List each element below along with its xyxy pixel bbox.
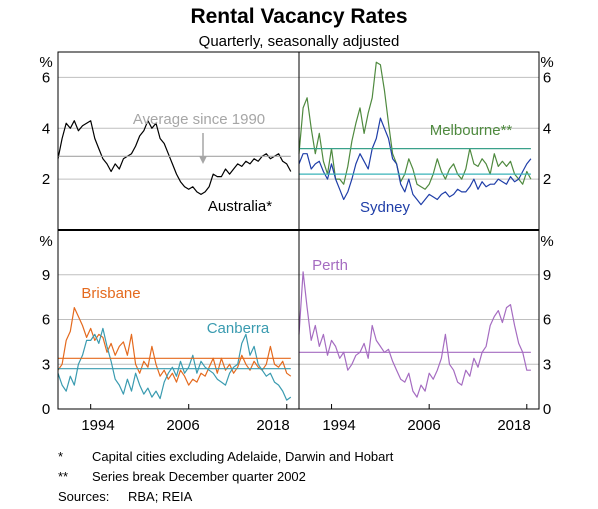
chart-subtitle: Quarterly, seasonally adjusted <box>199 33 400 50</box>
canberra-label: Canberra <box>207 320 270 337</box>
y-tick-label: 3 <box>42 356 50 373</box>
x-tick-label: 2006 <box>166 417 199 434</box>
y-tick-label: 0 <box>42 401 50 418</box>
footnote-symbol: * <box>58 449 64 464</box>
sources: Sources: RBA; REIA <box>58 487 393 507</box>
average-label: Average since 1990 <box>133 111 265 128</box>
brisbane-label: Brisbane <box>81 285 140 302</box>
sources-text: RBA; REIA <box>128 489 193 504</box>
average-arrow-head <box>199 156 207 164</box>
series-line <box>298 117 532 206</box>
y-tick-label: 0 <box>543 401 551 418</box>
y-unit-label: % <box>39 54 52 71</box>
x-tick-label: 2018 <box>497 417 530 434</box>
x-tick-label: 1994 <box>322 417 355 434</box>
y-tick-label: 9 <box>42 267 50 284</box>
footnote: ** Series break December quarter 2002 <box>58 467 393 487</box>
footnote-text: Capital cities excluding Adelaide, Darwi… <box>92 449 394 464</box>
sources-label: Sources: <box>58 489 110 504</box>
y-unit-label: % <box>540 54 553 71</box>
sydney-label: Sydney <box>360 199 411 216</box>
y-tick-label: 6 <box>543 69 551 86</box>
y-tick-label: 6 <box>42 312 50 329</box>
y-unit-label: % <box>540 233 553 250</box>
series-line <box>57 327 292 401</box>
melbourne-label: Melbourne** <box>430 122 513 139</box>
chart-title: Rental Vacancy Rates <box>190 5 407 28</box>
series-line <box>57 120 292 195</box>
australia-label: Australia* <box>208 198 272 215</box>
footnote-symbol: ** <box>58 469 69 484</box>
series-line <box>298 61 532 190</box>
y-tick-label: 3 <box>543 356 551 373</box>
x-tick-label: 2018 <box>256 417 289 434</box>
y-unit-label: % <box>39 233 52 250</box>
y-tick-label: 6 <box>543 312 551 329</box>
series-line <box>57 307 292 386</box>
x-tick-label: 1994 <box>81 417 114 434</box>
series-line <box>298 271 531 398</box>
y-tick-label: 9 <box>543 267 551 284</box>
chart-notes: * Capital cities excluding Adelaide, Dar… <box>58 447 393 507</box>
y-tick-label: 2 <box>42 171 50 188</box>
y-tick-label: 6 <box>42 69 50 86</box>
footnote: * Capital cities excluding Adelaide, Dar… <box>58 447 393 467</box>
y-tick-label: 4 <box>42 120 50 137</box>
y-tick-label: 2 <box>543 171 551 188</box>
footnote-text: Series break December quarter 2002 <box>92 469 306 484</box>
x-tick-label: 2006 <box>407 417 440 434</box>
y-tick-label: 4 <box>543 120 551 137</box>
perth-label: Perth <box>312 257 348 274</box>
